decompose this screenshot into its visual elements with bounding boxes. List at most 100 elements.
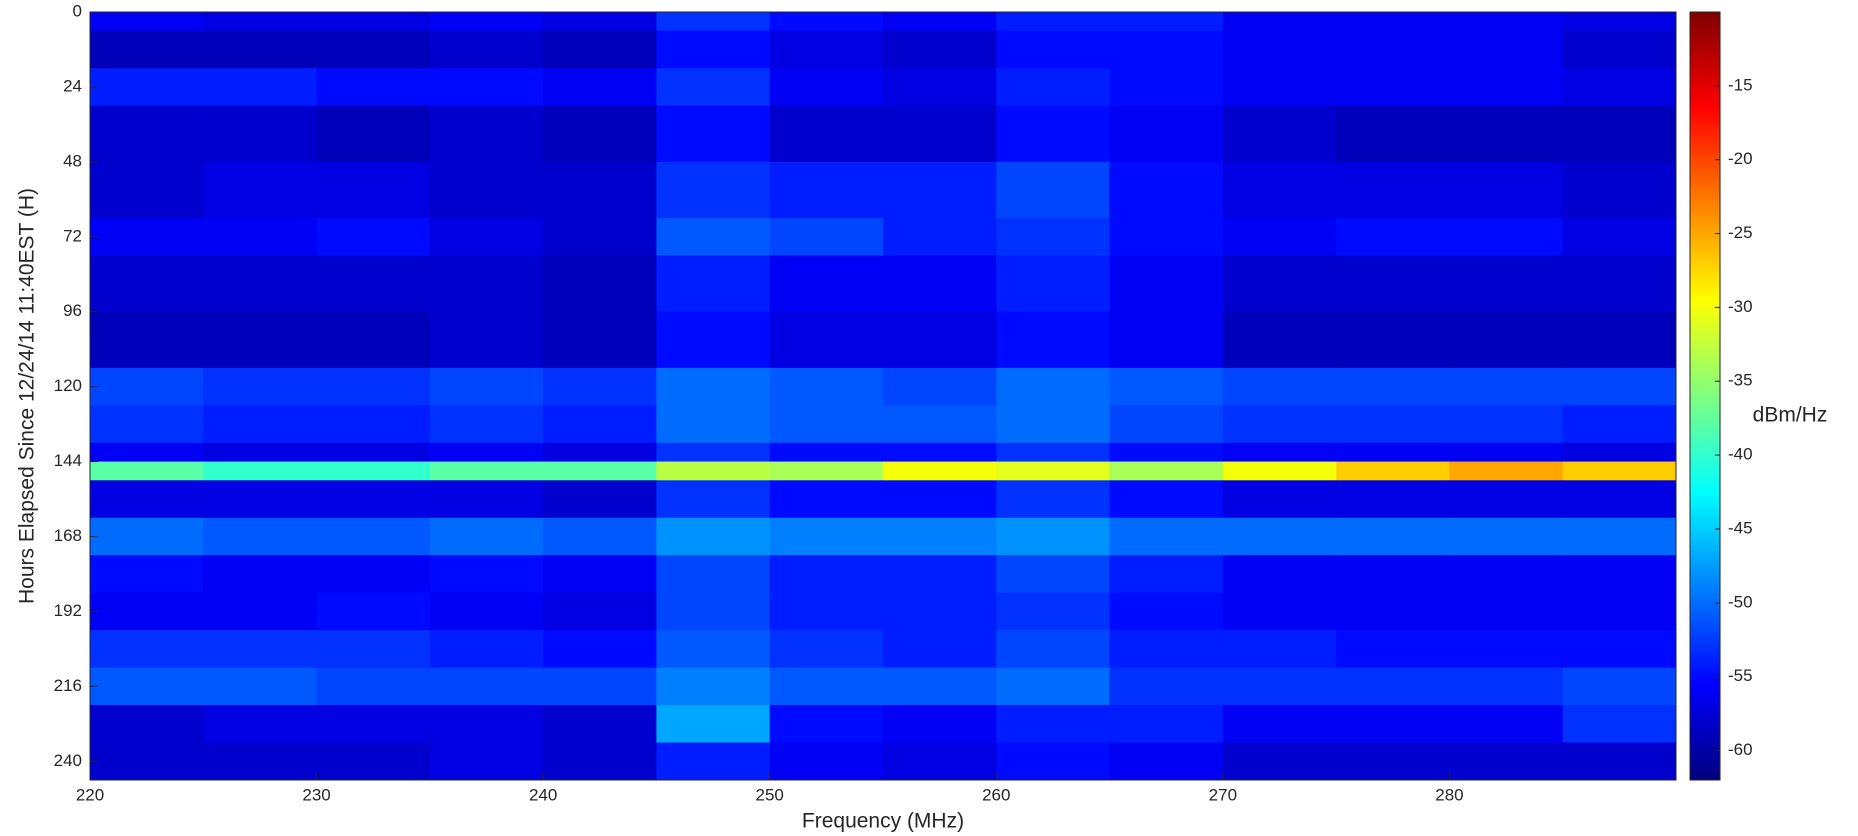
- heatmap-cell: [543, 367, 657, 406]
- heatmap-cell: [203, 12, 318, 32]
- y-tick-label: 24: [63, 76, 82, 95]
- heatmap-cell: [1336, 517, 1450, 556]
- heatmap-cell: [769, 405, 884, 444]
- heatmap-cell: [1222, 68, 1337, 107]
- heatmap-cell: [1336, 442, 1450, 463]
- heatmap-cell: [543, 461, 657, 481]
- heatmap-cell: [543, 30, 657, 69]
- heatmap-cell: [1336, 30, 1450, 69]
- heatmap-cell: [1109, 12, 1224, 32]
- heatmap-cell: [656, 667, 771, 706]
- heatmap-cell: [883, 12, 997, 32]
- heatmap-cell: [883, 311, 997, 369]
- heatmap-cell: [996, 105, 1111, 163]
- heatmap-cell: [90, 161, 204, 219]
- heatmap-cell: [769, 461, 884, 481]
- heatmap-cell: [1449, 405, 1564, 444]
- heatmap-cell: [543, 592, 657, 631]
- heatmap-cell: [1449, 592, 1564, 631]
- heatmap-cell: [996, 705, 1111, 744]
- colorbar-tick-label: -60: [1728, 740, 1753, 759]
- heatmap-cell: [90, 742, 204, 781]
- heatmap-cell: [543, 442, 657, 463]
- heatmap-cell: [656, 218, 771, 257]
- heatmap-cell: [90, 555, 204, 594]
- heatmap-cell: [883, 667, 997, 706]
- heatmap-cell: [90, 405, 204, 444]
- heatmap-cell: [90, 367, 204, 406]
- heatmap-cell: [543, 742, 657, 781]
- heatmap-cell: [769, 30, 884, 69]
- heatmap-cell: [203, 30, 318, 69]
- heatmap-cell: [543, 667, 657, 706]
- heatmap-cell: [656, 161, 771, 219]
- heatmap-cell: [996, 667, 1111, 706]
- heatmap-cell: [1222, 461, 1337, 481]
- heatmap-cell: [656, 442, 771, 463]
- heatmap-cell: [1222, 255, 1337, 313]
- heatmap-cell: [996, 742, 1111, 781]
- heatmap-cell: [429, 218, 544, 257]
- heatmap-cell: [1562, 405, 1677, 444]
- heatmap-cell: [1109, 461, 1224, 481]
- heatmap-cell: [996, 218, 1111, 257]
- heatmap-cell: [316, 461, 431, 481]
- heatmap-cell: [316, 68, 431, 107]
- heatmap-cell: [1109, 705, 1224, 744]
- heatmap-cell: [90, 311, 204, 369]
- heatmap-cell: [883, 480, 997, 519]
- y-tick-label: 72: [63, 226, 82, 245]
- heatmap-cell: [1449, 555, 1564, 594]
- heatmap-cell: [316, 517, 431, 556]
- heatmap-cell: [1109, 667, 1224, 706]
- heatmap-cell: [1562, 161, 1677, 219]
- heatmap-cell: [656, 311, 771, 369]
- heatmap-cell: [656, 30, 771, 69]
- heatmap-cell: [90, 30, 204, 69]
- heatmap-cell: [429, 255, 544, 313]
- heatmap-cell: [316, 218, 431, 257]
- heatmap-cell: [1222, 218, 1337, 257]
- heatmap-cell: [1449, 255, 1564, 313]
- heatmap-cell: [543, 161, 657, 219]
- heatmap-cell: [996, 161, 1111, 219]
- heatmap-cell: [1222, 311, 1337, 369]
- y-tick-label: 168: [54, 526, 82, 545]
- heatmap-cell: [996, 30, 1111, 69]
- heatmap-cell: [1562, 480, 1677, 519]
- heatmap-cell: [769, 442, 884, 463]
- heatmap-cell: [203, 517, 318, 556]
- heatmap-cell: [543, 405, 657, 444]
- heatmap-cell: [203, 405, 318, 444]
- heatmap-cell: [316, 405, 431, 444]
- heatmap-cell: [203, 105, 318, 163]
- heatmap-cell: [769, 705, 884, 744]
- y-tick-label: 192: [54, 601, 82, 620]
- heatmap-cell: [1336, 667, 1450, 706]
- heatmap-cell: [769, 630, 884, 669]
- heatmap-cell: [90, 218, 204, 257]
- heatmap-cell: [429, 442, 544, 463]
- heatmap-cell: [1336, 480, 1450, 519]
- heatmap-cell: [996, 68, 1111, 107]
- heatmap-cell: [429, 461, 544, 481]
- heatmap-cell: [1336, 705, 1450, 744]
- heatmap-cell: [316, 442, 431, 463]
- heatmap-cell: [996, 517, 1111, 556]
- plot-frame: [89, 11, 1677, 781]
- heatmap-cell: [316, 105, 431, 163]
- heatmap-cell: [1222, 30, 1337, 69]
- heatmap-cell: [90, 592, 204, 631]
- heatmap-cell: [883, 367, 997, 406]
- heatmap-cell: [1336, 218, 1450, 257]
- colorbar: [1689, 11, 1721, 781]
- heatmap-cell: [1222, 630, 1337, 669]
- x-tick-label: 270: [1209, 785, 1237, 804]
- heatmap-cell: [883, 218, 997, 257]
- heatmap-cell: [90, 480, 204, 519]
- heatmap-cell: [883, 255, 997, 313]
- heatmap-cell: [1449, 311, 1564, 369]
- heatmap-cell: [656, 517, 771, 556]
- heatmap-cell: [316, 367, 431, 406]
- heatmap-cell: [1222, 555, 1337, 594]
